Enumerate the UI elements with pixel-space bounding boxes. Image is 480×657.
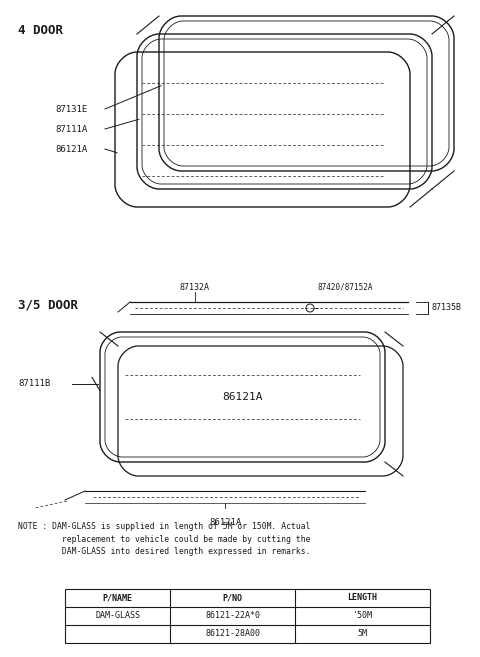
Text: '50M: '50M — [352, 612, 372, 620]
Text: 5M: 5M — [358, 629, 368, 639]
Text: 3/5 DOOR: 3/5 DOOR — [18, 299, 78, 312]
Text: 87111A: 87111A — [55, 124, 87, 133]
Text: 87132A: 87132A — [180, 283, 210, 292]
Text: 87131E: 87131E — [55, 104, 87, 114]
Text: 87111B: 87111B — [18, 380, 50, 388]
Text: LENGTH: LENGTH — [348, 593, 377, 602]
Text: 87420/87152A: 87420/87152A — [318, 283, 373, 292]
Text: 4 DOOR: 4 DOOR — [18, 24, 63, 37]
Text: DAM-GLASS: DAM-GLASS — [95, 612, 140, 620]
Text: 86121A: 86121A — [222, 392, 263, 402]
Bar — [65, 589, 430, 643]
Text: 86121-22A*0: 86121-22A*0 — [205, 612, 260, 620]
Text: 86121A: 86121A — [209, 518, 241, 527]
Text: 86121-28A00: 86121-28A00 — [205, 629, 260, 639]
Text: NOTE : DAM-GLASS is supplied in length of 5M or 150M. Actual
         replacemen: NOTE : DAM-GLASS is supplied in length o… — [18, 522, 311, 556]
Text: P/NO: P/NO — [223, 593, 242, 602]
Text: P/NAME: P/NAME — [103, 593, 132, 602]
Text: 87135B: 87135B — [431, 304, 461, 313]
Text: 86121A: 86121A — [55, 145, 87, 154]
